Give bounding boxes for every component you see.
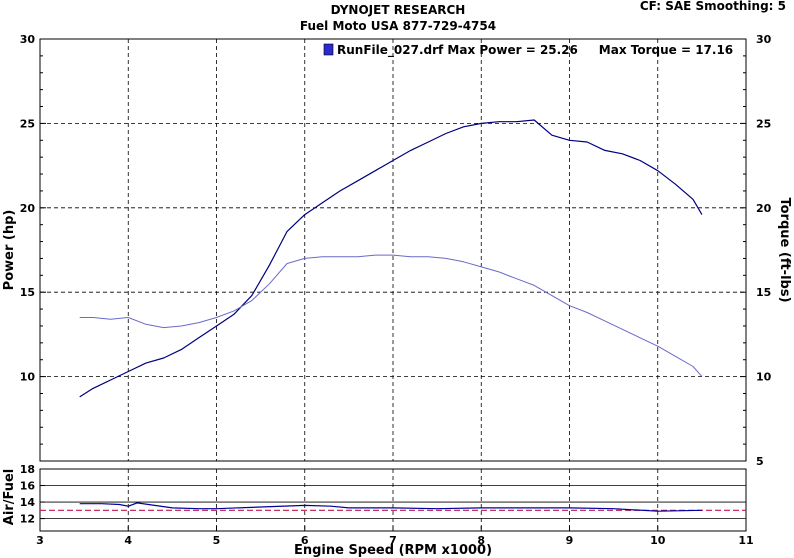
series-line-torque [79, 254, 703, 377]
y2-tick-label: 20 [756, 202, 772, 215]
chart-title-line2: Fuel Moto USA 877-729-4754 [300, 19, 496, 33]
main-grid [40, 39, 746, 461]
af-tick-label: 14 [20, 496, 36, 509]
y-tick-label: 20 [20, 202, 36, 215]
x-axis-ticks: 3 4 5 6 7 8 9 10 11 [36, 526, 754, 547]
legend-swatch [323, 43, 334, 56]
chart-title-line1: DYNOJET RESEARCH [331, 3, 466, 17]
main-plot: 10 15 20 25 30 5 10 15 20 25 30 [20, 33, 772, 468]
x-tick-label: 9 [566, 534, 574, 547]
y-tick-label: 15 [20, 286, 35, 299]
air-fuel-ticks: 12 14 16 18 [20, 463, 45, 526]
y2-tick-label: 25 [756, 117, 771, 130]
y2-tick-label: 5 [756, 455, 764, 468]
y2-tick-label: 30 [756, 33, 772, 46]
series-line-power [79, 119, 703, 398]
x-tick-label: 5 [213, 534, 221, 547]
air-fuel-series [79, 502, 702, 512]
af-series-line [79, 502, 702, 512]
y2-tick-label: 10 [756, 371, 772, 384]
y-tick-label: 25 [20, 117, 35, 130]
x-tick-label: 4 [124, 534, 132, 547]
af-tick-label: 12 [20, 513, 35, 526]
x-tick-label: 8 [477, 534, 485, 547]
y2-axis-label: Torque (ft-lbs) [777, 197, 792, 302]
af-tick-label: 16 [20, 480, 36, 493]
y-tick-label: 10 [20, 371, 36, 384]
x-tick-label: 10 [650, 534, 666, 547]
settings-label: CF: SAE Smoothing: 5 [640, 0, 786, 13]
air-fuel-axis-label: Air/Fuel [2, 469, 17, 525]
x-tick-label: 11 [738, 534, 753, 547]
af-tick-label: 18 [20, 463, 35, 476]
legend: RunFile_027.drf Max Power = 25.26 Max To… [323, 43, 733, 58]
main-series [79, 119, 703, 398]
y2-tick-label: 15 [756, 286, 771, 299]
main-ticks: 10 15 20 25 30 5 10 15 20 25 30 [20, 33, 772, 468]
air-fuel-plot: 12 14 16 18 [20, 463, 747, 532]
y-tick-label: 30 [20, 33, 36, 46]
x-tick-label: 3 [36, 534, 44, 547]
x-tick-label: 7 [389, 534, 397, 547]
legend-entry: RunFile_027.drf Max Power = 25.26 Max To… [337, 43, 733, 58]
air-fuel-grid [40, 469, 746, 531]
x-tick-label: 6 [301, 534, 309, 547]
y-axis-label: Power (hp) [2, 210, 17, 291]
x-axis-label: Engine Speed (RPM x1000) [294, 543, 492, 558]
